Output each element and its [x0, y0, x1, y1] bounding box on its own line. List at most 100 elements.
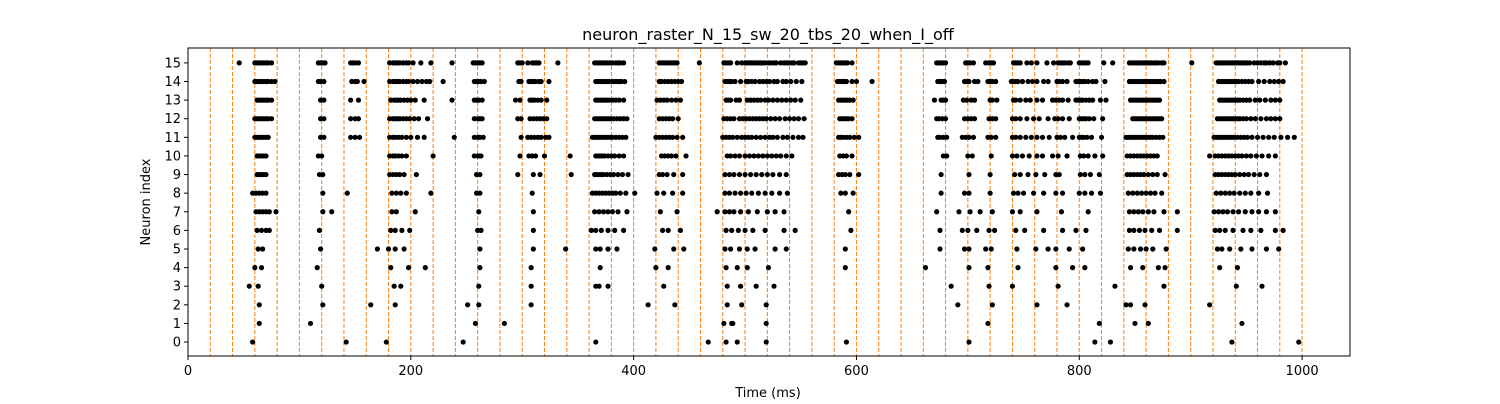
- spike-marker: [421, 134, 427, 140]
- spike-marker: [246, 283, 252, 289]
- spike-marker: [744, 265, 750, 271]
- spike-marker: [1161, 60, 1167, 66]
- spike-marker: [668, 97, 675, 103]
- spike-marker: [1015, 78, 1021, 85]
- spike-marker: [407, 227, 413, 233]
- spike-marker: [856, 171, 862, 178]
- spike-marker: [1100, 153, 1106, 159]
- spike-marker: [1248, 153, 1254, 159]
- spike-marker: [392, 302, 398, 308]
- spike-marker: [478, 153, 484, 159]
- spike-marker: [1033, 246, 1039, 252]
- spike-marker: [1152, 190, 1158, 196]
- spike-marker: [772, 116, 778, 122]
- spike-marker: [624, 209, 630, 215]
- spike-marker: [735, 227, 741, 233]
- spike-marker: [969, 153, 975, 159]
- spike-marker: [1248, 190, 1254, 196]
- spike-marker: [1247, 60, 1253, 66]
- spike-marker: [731, 171, 737, 178]
- spike-marker: [321, 97, 327, 103]
- spike-marker: [848, 227, 854, 233]
- spike-marker: [844, 60, 851, 66]
- spike-marker: [625, 171, 631, 178]
- spike-marker: [530, 227, 536, 233]
- spike-marker: [1227, 190, 1233, 196]
- spike-marker: [1064, 302, 1070, 308]
- spike-marker: [612, 227, 618, 233]
- spike-marker: [948, 283, 954, 289]
- spike-marker: [593, 246, 599, 252]
- x-axis-ticks: 0 200 400 600 800 1000: [184, 356, 1319, 379]
- spike-marker: [319, 283, 325, 289]
- spike-marker: [1256, 78, 1262, 85]
- spike-marker: [321, 116, 327, 122]
- spike-marker: [766, 78, 773, 85]
- spike-marker: [1062, 134, 1068, 140]
- spike-marker: [1017, 171, 1023, 178]
- spike-marker: [1147, 190, 1154, 196]
- spike-marker: [737, 78, 744, 85]
- spike-marker: [849, 153, 855, 159]
- spike-marker: [726, 209, 733, 215]
- spike-marker: [1243, 116, 1249, 122]
- spike-marker: [1028, 134, 1034, 140]
- spike-marker: [1073, 227, 1079, 233]
- spike-marker: [414, 134, 421, 140]
- spike-marker: [1277, 97, 1283, 103]
- spike-marker: [1145, 171, 1151, 178]
- spike-marker: [1042, 171, 1048, 178]
- spike-marker: [657, 209, 663, 215]
- spike-marker: [374, 246, 380, 252]
- spike-marker: [424, 116, 431, 122]
- spike-marker: [1260, 134, 1266, 140]
- spike-marker: [1131, 209, 1137, 215]
- spike-marker: [1034, 78, 1040, 85]
- spike-marker: [258, 265, 265, 271]
- x-tick-label: 1000: [1286, 364, 1319, 379]
- spike-marker: [518, 134, 524, 140]
- spike-marker: [1059, 190, 1066, 196]
- spike-marker: [1151, 209, 1157, 215]
- spike-marker: [770, 97, 776, 103]
- spike-marker: [401, 171, 407, 178]
- spike-marker: [1143, 246, 1149, 252]
- spike-marker: [1102, 78, 1108, 85]
- spike-marker: [449, 60, 455, 66]
- spike-marker: [762, 134, 768, 140]
- spike-marker: [544, 116, 550, 122]
- spike-marker: [1278, 134, 1284, 140]
- spike-marker: [782, 116, 788, 122]
- spike-marker: [476, 209, 482, 215]
- spike-marker: [263, 153, 269, 159]
- spike-marker: [1051, 60, 1057, 66]
- spike-marker: [652, 246, 658, 252]
- spike-marker: [525, 60, 531, 66]
- spike-marker: [1242, 190, 1248, 196]
- spike-marker: [596, 209, 602, 215]
- spike-marker: [1272, 153, 1278, 159]
- spike-marker: [727, 246, 734, 252]
- spike-marker: [621, 60, 627, 66]
- spike-marker: [1131, 246, 1137, 252]
- spike-marker: [1028, 60, 1034, 66]
- spike-marker: [1053, 246, 1059, 252]
- spike-marker: [1101, 60, 1107, 66]
- spike-marker: [1234, 265, 1241, 271]
- spike-marker: [518, 116, 524, 122]
- spike-marker: [407, 116, 413, 122]
- spike-marker: [849, 60, 855, 66]
- spike-marker: [356, 134, 363, 140]
- spike-marker: [263, 171, 269, 178]
- y-tick-label: 11: [164, 131, 181, 146]
- spike-marker: [1092, 339, 1098, 345]
- spike-marker: [723, 227, 729, 233]
- spike-marker: [1069, 134, 1076, 140]
- spike-marker: [966, 190, 972, 196]
- y-tick-label: 5: [173, 242, 181, 257]
- spike-marker: [1009, 209, 1016, 215]
- spike-marker: [961, 246, 968, 252]
- spike-marker: [266, 209, 272, 215]
- spike-marker: [1088, 134, 1095, 140]
- spike-marker: [1235, 209, 1242, 215]
